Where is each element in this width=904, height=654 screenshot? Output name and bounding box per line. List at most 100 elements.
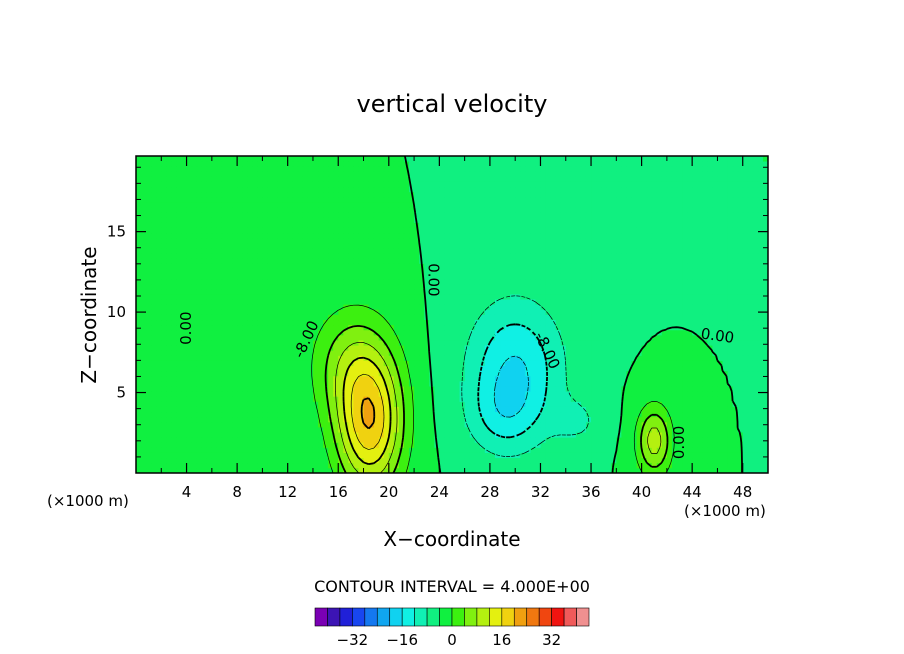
- contour-cell: [722, 304, 728, 310]
- contour-cell: [656, 345, 663, 351]
- contour-cell: [611, 304, 617, 310]
- contour-cell: [388, 467, 395, 473]
- contour-cell: [424, 370, 430, 377]
- contour-cell: [555, 467, 562, 473]
- contour-cell: [302, 411, 309, 418]
- contour-cell: [439, 467, 445, 473]
- contour-cell: [282, 375, 289, 382]
- contour-cell: [444, 283, 450, 290]
- contour-cell: [439, 340, 445, 346]
- contour-cell: [161, 457, 167, 464]
- contour-cell: [682, 334, 688, 341]
- contour-cell: [747, 437, 754, 443]
- contour-cell: [732, 442, 739, 448]
- contour-cell: [742, 391, 749, 397]
- contour-cell: [737, 334, 744, 341]
- contour-cell: [242, 442, 248, 448]
- contour-cell: [606, 329, 612, 336]
- contour-cell: [211, 278, 218, 285]
- contour-cell: [525, 452, 531, 459]
- contour-cell: [171, 294, 177, 300]
- contour-cell: [484, 396, 491, 402]
- contour-cell: [671, 462, 678, 469]
- contour-cell: [196, 350, 203, 356]
- contour-cell: [272, 340, 278, 346]
- contour-cell: [742, 314, 749, 321]
- contour-cell: [757, 334, 764, 341]
- contour-cell: [616, 416, 622, 423]
- contour-cell: [146, 370, 152, 377]
- contour-cell: [318, 370, 324, 377]
- contour-cell: [434, 294, 440, 300]
- contour-cell: [666, 329, 673, 336]
- contour-cell: [312, 283, 319, 290]
- contour-cell: [368, 355, 375, 361]
- contour-cell: [368, 360, 375, 367]
- contour-cell: [585, 319, 592, 326]
- contour-cell: [510, 299, 516, 305]
- contour-cell: [565, 304, 572, 310]
- contour-cell: [459, 299, 466, 305]
- contour-cell: [176, 421, 182, 428]
- contour-cell: [616, 324, 622, 331]
- contour-cell: [262, 406, 268, 413]
- contour-cell: [454, 426, 460, 433]
- contour-cell: [363, 380, 369, 387]
- contour-cell: [136, 432, 142, 438]
- contour-cell: [393, 386, 400, 392]
- contour-cell: [146, 437, 152, 443]
- contour-cell: [201, 380, 208, 387]
- contour-cell: [737, 304, 744, 310]
- contour-cell: [247, 447, 253, 453]
- contour-cell: [282, 334, 289, 341]
- contour-cell: [343, 299, 349, 305]
- contour-cell: [353, 329, 359, 336]
- contour-cell: [363, 386, 369, 392]
- contour-cell: [444, 294, 450, 300]
- contour-cell: [727, 426, 734, 433]
- contour-cell: [378, 447, 385, 453]
- contour-cell: [530, 299, 536, 305]
- contour-cell: [621, 406, 627, 413]
- contour-cell: [616, 355, 622, 361]
- contour-cell: [732, 380, 739, 387]
- contour-cell: [530, 467, 536, 473]
- contour-cell: [570, 386, 577, 392]
- contour-cell: [747, 432, 754, 438]
- contour-cell: [676, 421, 683, 428]
- contour-cell: [555, 452, 562, 459]
- contour-cell: [621, 334, 627, 341]
- contour-cell: [742, 411, 749, 418]
- contour-cell: [403, 457, 410, 464]
- contour-cell: [424, 452, 430, 459]
- contour-cell: [414, 365, 420, 372]
- contour-cell: [530, 304, 536, 310]
- contour-cell: [540, 447, 546, 453]
- contour-cell: [232, 411, 238, 418]
- contour-cell: [606, 396, 612, 402]
- contour-cell: [272, 396, 278, 402]
- contour-cell: [257, 329, 263, 336]
- contour-cell: [591, 304, 597, 310]
- contour-cell: [692, 447, 698, 453]
- contour-cell: [591, 426, 597, 433]
- contour-cell: [515, 365, 521, 372]
- contour-cell: [176, 360, 182, 367]
- contour-cell: [272, 457, 278, 464]
- contour-cell: [373, 268, 380, 274]
- contour-cell: [429, 462, 435, 469]
- contour-cell: [727, 304, 734, 310]
- contour-cell: [272, 288, 278, 295]
- contour-cell: [191, 411, 198, 418]
- contour-cell: [687, 370, 693, 377]
- contour-cell: [484, 314, 491, 321]
- contour-cell: [318, 288, 324, 295]
- contour-cell: [560, 396, 567, 402]
- contour-cell: [358, 370, 364, 377]
- contour-cell: [216, 299, 223, 305]
- contour-cell: [621, 304, 627, 310]
- contour-cell: [591, 355, 597, 361]
- contour-cell: [469, 278, 476, 285]
- contour-cell: [257, 278, 263, 285]
- contour-cell: [292, 278, 299, 285]
